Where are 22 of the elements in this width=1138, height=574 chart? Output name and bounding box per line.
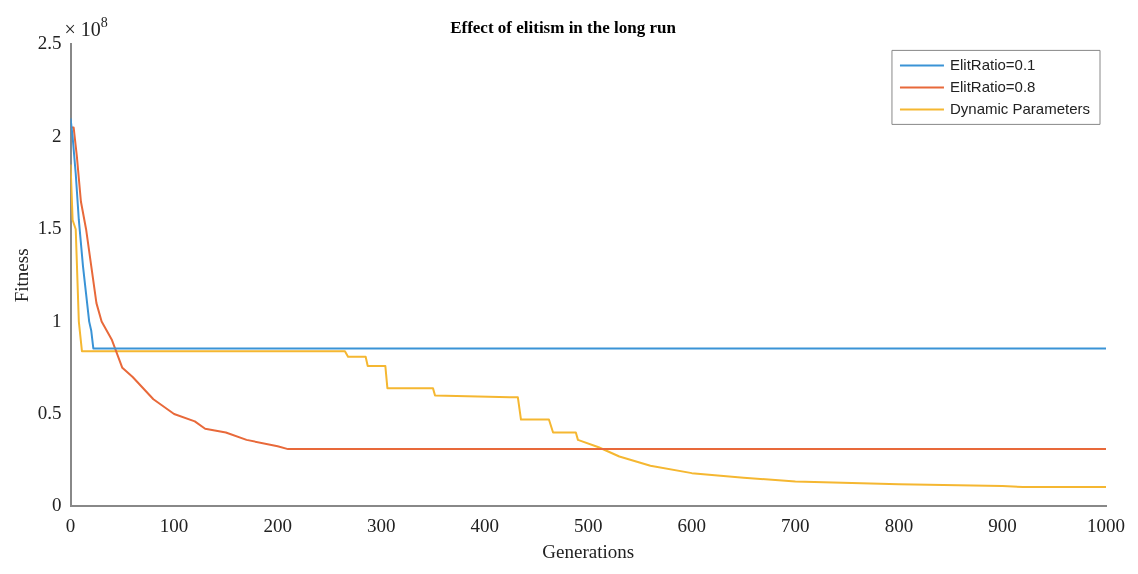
y-tick-label: 2 (52, 124, 62, 146)
x-axis-title: Generations (542, 540, 635, 562)
y-tick-label: 1 (52, 309, 62, 331)
legend-label: ElitRatio=0.8 (949, 77, 1036, 95)
x-tick-label: 900 (988, 514, 1017, 536)
x-tick-label: 700 (781, 514, 810, 536)
x-tick-label: 800 (884, 514, 914, 536)
chart-title: Effect of elitism in the long run (450, 17, 677, 37)
x-tick-label: 400 (470, 514, 499, 536)
y-tick-label: 0.5 (37, 401, 62, 423)
y-tick-label: 2.5 (37, 32, 62, 54)
x-tick-label: 500 (574, 514, 603, 536)
x-tick-label: 1000 (1087, 514, 1125, 536)
y-tick-label: 0 (52, 494, 62, 516)
y-axis-title: Fitness (11, 248, 33, 303)
legend-label: ElitRatio=0.1 (949, 55, 1036, 73)
legend-label: Dynamic Parameters (949, 99, 1091, 117)
y-tick-label: 1.5 (37, 217, 62, 239)
x-tick-label: 200 (263, 514, 292, 536)
x-tick-label: 600 (677, 514, 707, 536)
x-tick-label: 100 (159, 514, 189, 536)
x-tick-label: 300 (366, 514, 396, 536)
